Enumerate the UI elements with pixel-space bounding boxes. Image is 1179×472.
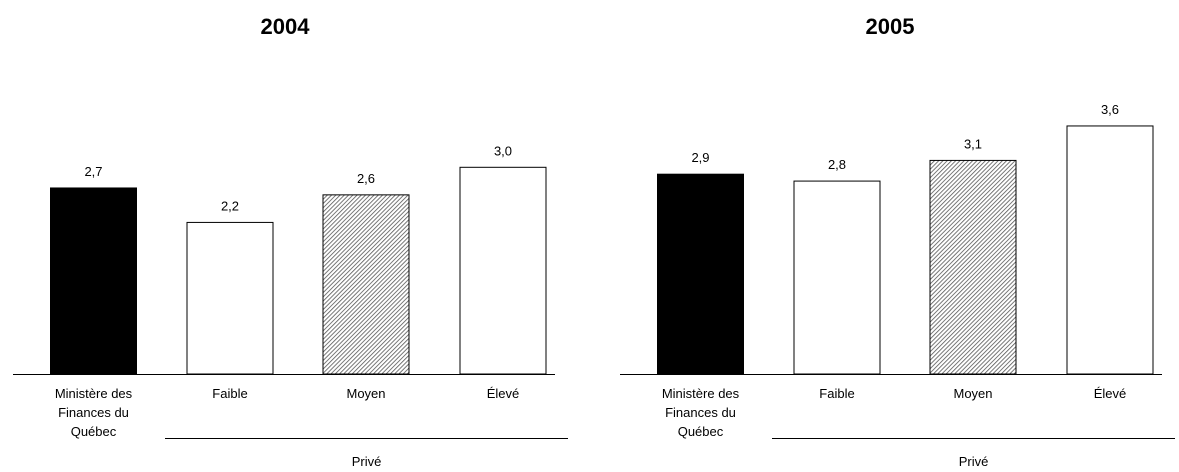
chart-2005-group-label: Privé	[959, 454, 989, 469]
chart-2004-category-label-1-line-3: Québec	[71, 424, 117, 439]
chart-2005-bar-4	[1066, 125, 1154, 375]
chart-2005-category-label-2: Faible	[819, 386, 854, 401]
chart-2004-value-label-1: 2,7	[84, 164, 102, 179]
chart-2005-category-label-1-line-1: Ministère des	[662, 386, 740, 401]
chart-2005-bar-2	[793, 180, 881, 375]
chart-2005-value-label-3: 3,1	[964, 136, 982, 151]
chart-2004-category-label-1-line-1: Ministère des	[55, 386, 133, 401]
chart-2004-category-label-3: Moyen	[346, 386, 385, 401]
chart-2005-value-label-1: 2,9	[691, 150, 709, 165]
chart-2004-bar-2	[186, 221, 274, 375]
chart-2004-value-label-3: 2,6	[357, 171, 375, 186]
chart-2004-bar-1	[50, 187, 137, 375]
chart-2005-category-label-4: Élevé	[1094, 386, 1127, 401]
chart-2004-bar-3	[322, 194, 410, 375]
chart-2005-category-label-1-line-3: Québec	[678, 424, 724, 439]
chart-2004-category-label-2: Faible	[212, 386, 247, 401]
chart-2005-value-label-2: 2,8	[828, 157, 846, 172]
chart-2004-value-label-2: 2,2	[221, 198, 239, 213]
chart-2004-bar-4	[459, 166, 547, 375]
chart-2004-value-label-4: 3,0	[494, 143, 512, 158]
chart-2005-category-label-3: Moyen	[953, 386, 992, 401]
chart-2005-value-label-4: 3,6	[1101, 102, 1119, 117]
chart-2005-bar-1	[657, 173, 744, 375]
chart-2005-category-label-1-line-2: Finances du	[665, 405, 736, 420]
chart-2004-title: 2004	[261, 14, 311, 39]
chart-2004-category-label-1-line-2: Finances du	[58, 405, 129, 420]
chart-2005-bar-3	[929, 159, 1017, 375]
chart-2005-title: 2005	[866, 14, 915, 39]
chart-2004-category-label-4: Élevé	[487, 386, 520, 401]
chart-2004-group-label: Privé	[352, 454, 382, 469]
